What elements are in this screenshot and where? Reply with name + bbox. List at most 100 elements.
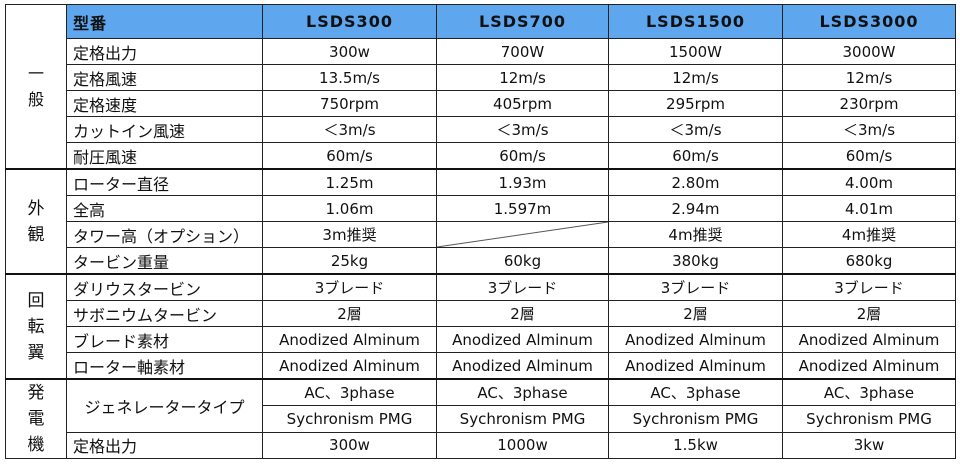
row-label: 定格出力 [66, 431, 263, 460]
value-cell: 680kg [782, 247, 956, 275]
row-label: ブレード素材 [66, 326, 263, 353]
model-header: LSDS1500 [608, 4, 783, 39]
row-label: ジェネレータータイプ [66, 377, 263, 433]
row-label: ローター直径 [66, 168, 263, 196]
table-row: 定格風速 13.5m/s 12m/s 12m/s 12m/s [6, 64, 956, 91]
category-cell: 外観 [5, 168, 67, 275]
value-cell: 3ブレード [782, 273, 956, 301]
table-row: 定格出力 300w 1000w 1.5kw 3kw [6, 431, 956, 460]
row-label: 定格出力 [66, 38, 263, 65]
table-row: 回転翼 ダリウスタービン 3ブレード 3ブレード 3ブレード 3ブレード [5, 273, 956, 380]
table-row: Sychronism PMG Sychronism PMG Sychronism P… [6, 405, 956, 433]
table-row: タービン重量 25kg 60kg 380kg 680kg [6, 247, 956, 275]
value-cell: 3000W [782, 38, 956, 65]
row-label: サボニウムタービン [66, 300, 263, 327]
value-cell: 1.93m [436, 168, 609, 196]
value-cell: 1.5kw [608, 431, 783, 460]
value-cell: Sychronism PMG [608, 405, 783, 433]
value-cell: 2層 [782, 300, 956, 327]
table-row: 発電機 ジェネレータータイプ AC、3phase AC、3phase AC、3phase… [5, 377, 956, 459]
table-row: 全高 1.06m 1.597m 2.94m 4.01m [6, 195, 956, 222]
value-cell: Anodized Alminum [436, 326, 609, 353]
value-cell: 3m推奨 [262, 221, 437, 248]
row-label: タービン重量 [66, 247, 263, 275]
value-cell: 60m/s [436, 142, 609, 170]
value-cell: 60m/s [262, 142, 437, 170]
value-cell: 1000w [436, 431, 609, 460]
table-row: 定格速度 750rpm 405rpm 295rpm 230rpm [6, 90, 956, 117]
value-cell: ＜3m/s [782, 116, 956, 143]
value-cell: 12m/s [436, 64, 609, 91]
model-header: LSDS3000 [782, 4, 956, 39]
value-cell: AC、3phase [436, 378, 609, 407]
empty-cell [436, 221, 609, 248]
value-cell: 2層 [262, 300, 437, 327]
value-cell: ＜3m/s [608, 116, 783, 143]
value-cell: Anodized Alminum [436, 352, 609, 380]
value-cell: 1.06m [262, 195, 437, 222]
category-label: 外観 [27, 198, 45, 245]
table-row: 耐圧風速 60m/s 60m/s 60m/s 60m/s [6, 142, 956, 170]
value-cell: 4.01m [782, 195, 956, 222]
value-cell: Sychronism PMG [436, 405, 609, 433]
value-cell: 3kw [782, 431, 956, 460]
value-cell: Sychronism PMG [782, 405, 956, 433]
table-row: サボニウムタービン 2層 2層 2層 2層 [6, 300, 956, 327]
model-header: LSDS300 [262, 4, 437, 39]
value-cell: 750rpm [262, 90, 437, 117]
value-cell: Anodized Alminum [782, 352, 956, 380]
header-row: 一般 型番 LSDS300 LSDS700 LSDS1500 LSDS3000 [5, 4, 956, 170]
value-cell: ＜3m/s [262, 116, 437, 143]
value-cell: 405rpm [436, 90, 609, 117]
row-label: タワー高（オプション） [66, 221, 263, 248]
value-cell: AC、3phase [262, 378, 437, 407]
table-row: ブレード素材 Anodized Alminum Anodized Alminum An… [6, 326, 956, 353]
row-label: 定格速度 [66, 90, 263, 117]
value-cell: 300w [262, 431, 437, 460]
model-header: LSDS700 [436, 4, 609, 39]
category-cell: 回転翼 [5, 273, 67, 380]
value-cell: AC、3phase [608, 378, 783, 407]
table-row: ローター軸素材 Anodized Alminum Anodized Alminum A… [6, 352, 956, 380]
value-cell: Anodized Alminum [262, 352, 437, 380]
value-cell: Anodized Alminum [782, 326, 956, 353]
model-label: 型番 [66, 4, 263, 39]
value-cell: 2.80m [608, 168, 783, 196]
row-label: 全高 [66, 195, 263, 222]
value-cell: 380kg [608, 247, 783, 275]
spec-table: 一般 型番 LSDS300 LSDS700 LSDS1500 LSDS3000 定格出力 30… [5, 4, 956, 460]
row-label: 耐圧風速 [66, 142, 263, 170]
value-cell: Sychronism PMG [262, 405, 437, 433]
value-cell: Anodized Alminum [608, 326, 783, 353]
value-cell: 60m/s [782, 142, 956, 170]
value-cell: 13.5m/s [262, 64, 437, 91]
value-cell: 12m/s [608, 64, 783, 91]
value-cell: 25kg [262, 247, 437, 275]
row-label: 定格風速 [66, 64, 263, 91]
table-row: 定格出力 300w 700W 1500W 3000W [6, 38, 956, 65]
diagonal-line [437, 222, 608, 247]
value-cell: 12m/s [782, 64, 956, 91]
value-cell: 3ブレード [436, 273, 609, 301]
category-label: 発電機 [27, 383, 45, 455]
value-cell: 295rpm [608, 90, 783, 117]
value-cell: AC、3phase [782, 378, 956, 407]
value-cell: 700W [436, 38, 609, 65]
value-cell: 2層 [436, 300, 609, 327]
value-cell: 60kg [436, 247, 609, 275]
value-cell: 3ブレード [608, 273, 783, 301]
value-cell: 1.597m [436, 195, 609, 222]
value-cell: 1500W [608, 38, 783, 65]
value-cell: 230rpm [782, 90, 956, 117]
value-cell: 4.00m [782, 168, 956, 196]
value-cell: 3ブレード [262, 273, 437, 301]
category-cell: 発電機 [5, 378, 67, 459]
category-label: 一般 [27, 63, 44, 109]
row-label: ダリウスタービン [66, 273, 263, 301]
value-cell: ＜3m/s [436, 116, 609, 143]
table-row: 外観 ローター直径 1.25m 1.93m 2.80m 4.00m [5, 168, 956, 275]
value-cell: 300w [262, 38, 437, 65]
value-cell: 1.25m [262, 168, 437, 196]
value-cell: Anodized Alminum [262, 326, 437, 353]
category-cell: 一般 [5, 4, 67, 170]
